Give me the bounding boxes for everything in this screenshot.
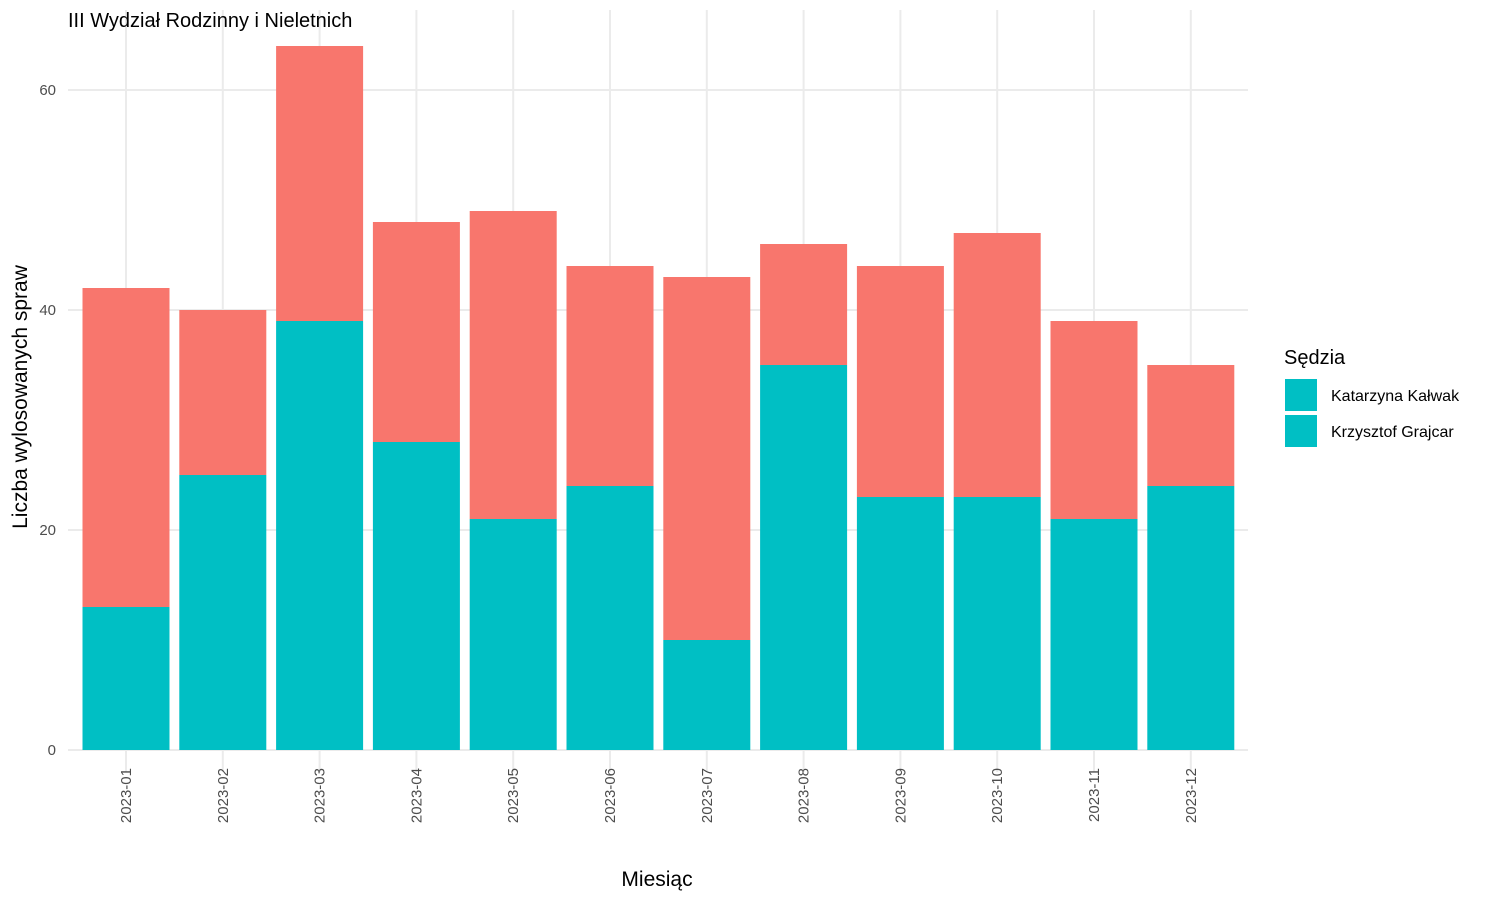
- y-axis-title: Liczba wylosowanych spraw: [9, 264, 32, 529]
- x-tick-label: 2023-07: [699, 768, 716, 823]
- x-tick-label: 2023-03: [312, 768, 329, 823]
- bar-segment: [566, 266, 654, 486]
- x-tick-label: 2023-01: [118, 768, 135, 823]
- chart-title: III Wydział Rodzinny i Nieletnich: [68, 10, 352, 32]
- bar-segment: [856, 497, 944, 750]
- x-tick-label: 2023-02: [215, 768, 232, 823]
- bar-segment: [760, 365, 848, 750]
- bar-segment: [179, 310, 267, 475]
- x-tick-label: 2023-12: [1183, 768, 1200, 823]
- bar-segment: [372, 442, 460, 750]
- bar-segment: [566, 486, 654, 750]
- y-tick-label: 20: [39, 522, 56, 539]
- bars: [82, 46, 1235, 750]
- bar-segment: [276, 46, 364, 321]
- bar-segment: [663, 277, 751, 640]
- legend-swatch: [1285, 379, 1317, 411]
- bar-segment: [953, 233, 1041, 497]
- bar-segment: [469, 519, 557, 750]
- y-tick-label: 60: [39, 82, 56, 99]
- bar-segment: [953, 497, 1041, 750]
- bar-segment: [469, 211, 557, 519]
- y-tick-label: 0: [48, 742, 56, 759]
- bar-segment: [179, 475, 267, 750]
- legend-title: Sędzia: [1284, 347, 1346, 369]
- bar-segment: [1050, 519, 1138, 750]
- legend-swatch: [1285, 415, 1317, 447]
- y-axis-ticks: 0 20 40 60: [39, 82, 56, 759]
- x-tick-label: 2023-09: [892, 768, 909, 823]
- x-tick-label: 2023-04: [408, 768, 425, 823]
- bar-segment: [1147, 486, 1235, 750]
- x-tick-label: 2023-05: [505, 768, 522, 823]
- x-tick-label: 2023-10: [989, 768, 1006, 823]
- bar-segment: [663, 640, 751, 750]
- bar-segment: [82, 607, 170, 750]
- bar-segment: [1147, 365, 1235, 486]
- x-tick-label: 2023-08: [796, 768, 813, 823]
- x-axis-ticks: 2023-01 2023-02 2023-03 2023-04 2023-05 2023-…: [118, 768, 1200, 823]
- bar-segment: [856, 266, 944, 497]
- x-axis-title: Miesiąc: [621, 868, 692, 891]
- legend: Sędzia Katarzyna Kałwak Krzysztof Grajcar: [1284, 347, 1460, 447]
- legend-items: Katarzyna Kałwak Krzysztof Grajcar: [1285, 379, 1460, 447]
- bar-segment: [1050, 321, 1138, 519]
- legend-label: Katarzyna Kałwak: [1331, 388, 1460, 405]
- legend-label: Krzysztof Grajcar: [1331, 424, 1454, 441]
- bar-segment: [372, 222, 460, 442]
- bar-segment: [82, 288, 170, 607]
- y-tick-label: 40: [39, 302, 56, 319]
- x-tick-label: 2023-06: [602, 768, 619, 823]
- bar-segment: [276, 321, 364, 750]
- x-tick-label: 2023-11: [1086, 768, 1103, 822]
- bar-segment: [760, 244, 848, 365]
